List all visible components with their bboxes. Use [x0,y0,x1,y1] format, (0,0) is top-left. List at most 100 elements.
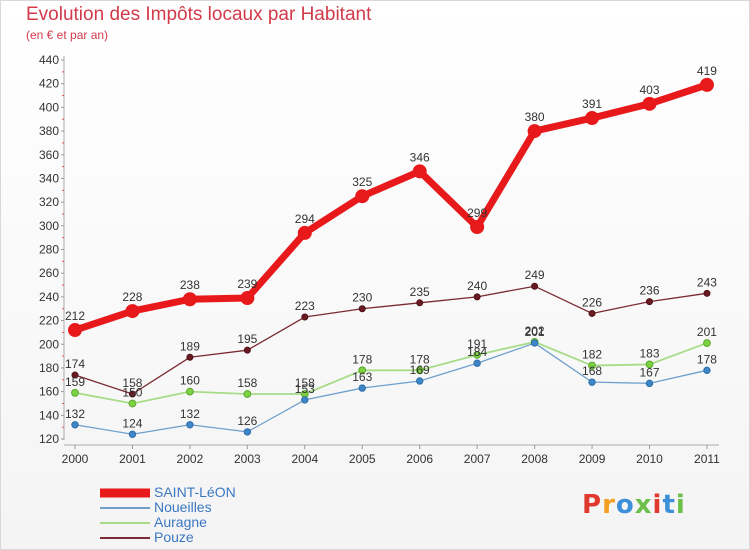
data-point-noueilles [416,377,424,385]
data-point-pouze [301,313,309,321]
series-line-noueilles [74,342,708,435]
data-label-pouze: 195 [237,332,257,346]
data-label-noueilles: 184 [467,345,487,359]
data-point-saint-leon [699,77,714,92]
data-label-auragne: 159 [65,375,85,389]
legend-swatch [100,521,150,524]
x-tick-label: 2007 [464,452,491,466]
data-point-noueilles [358,384,366,392]
data-point-pouze [646,298,653,306]
data-point-auragne [358,366,367,375]
data-label-noueilles: 163 [352,370,372,384]
data-point-pouze [243,346,251,354]
data-label-noueilles: 124 [122,416,142,430]
data-point-saint-leon [412,164,427,179]
data-label-pouze: 223 [295,299,315,313]
data-point-pouze [703,289,711,297]
data-label-saint-leon: 403 [639,83,659,97]
data-label-noueilles: 201 [525,325,545,339]
data-point-auragne [243,390,252,398]
y-tick-label: 440 [39,53,59,67]
data-point-noueilles [243,428,252,436]
y-tick-label: 180 [39,361,59,375]
x-tick-label: 2011 [694,452,720,466]
data-label-auragne: 150 [122,385,142,399]
data-label-saint-leon: 299 [467,206,487,220]
x-tick-label: 2001 [119,452,146,466]
data-label-pouze: 236 [639,284,659,298]
data-point-noueilles [530,339,539,347]
x-tick-label: 2005 [349,452,376,466]
x-tick-label: 2000 [62,452,89,466]
data-point-noueilles [703,366,711,375]
data-label-noueilles: 126 [237,414,257,428]
data-point-saint-leon [585,111,600,126]
data-label-auragne: 183 [639,346,659,360]
y-tick-label: 400 [39,100,59,114]
data-point-noueilles [301,396,309,404]
data-point-saint-leon [642,96,657,111]
data-point-pouze [588,309,596,317]
legend-swatch [100,488,150,497]
data-point-noueilles [473,359,481,367]
data-point-pouze [416,299,424,307]
proxiti-logo: Proxiti [582,490,686,520]
y-tick-label: 160 [39,385,59,399]
legend-label: Noueilles [154,499,212,515]
x-tick-label: 2006 [406,452,433,466]
x-tick-label: 2004 [291,452,318,466]
data-point-noueilles [186,421,194,429]
data-label-noueilles: 167 [639,365,659,379]
y-tick-label: 120 [39,432,59,446]
data-point-noueilles [645,379,654,388]
legend-swatch [100,536,150,539]
data-label-saint-leon: 238 [180,278,200,292]
y-tick-label: 360 [39,148,59,162]
data-label-layer: 174 158 189 195 223 230 235 240 249 226 236 243 159 1… [65,64,717,430]
chart-title: Evolution des Impôts locaux par Habitant [26,4,372,25]
legend-label: Auragne [154,514,207,530]
data-point-saint-leon [240,291,255,306]
data-label-saint-leon: 228 [122,290,142,304]
data-label-pouze: 243 [697,275,717,289]
data-point-noueilles [128,430,137,438]
y-tick-label: 240 [39,290,59,304]
data-point-auragne [186,387,194,396]
data-point-auragne [128,399,137,408]
data-label-noueilles: 153 [295,382,315,396]
legend-swatch [100,506,150,509]
data-label-noueilles: 169 [410,363,430,377]
data-point-auragne [415,366,424,375]
data-point-pouze [186,353,194,361]
data-label-pouze: 249 [525,268,545,282]
data-label-noueilles: 132 [180,407,200,421]
y-tick-label: 260 [39,266,59,280]
y-tick-label: 300 [39,219,59,233]
data-label-auragne: 178 [410,352,430,366]
legend-label: SAINT-LéON [154,484,236,500]
data-point-noueilles [588,378,596,386]
data-point-noueilles [71,421,79,429]
data-label-auragne: 191 [467,337,487,351]
data-point-saint-leon [470,219,485,234]
y-tick-label: 420 [39,77,59,91]
series-saint-leon [68,77,714,338]
data-point-saint-leon [182,292,197,307]
y-tick-label: 320 [39,195,59,209]
x-tick-label: 2003 [234,452,261,466]
y-tick-label: 220 [39,314,59,328]
y-tick-label: 380 [39,124,59,138]
y-tick-label: 140 [39,408,59,422]
series-pouze [71,282,711,398]
series-auragne [71,337,711,408]
data-label-pouze: 230 [352,291,372,305]
data-label-saint-leon: 419 [697,64,717,78]
chart-subtitle: (en € et par an) [26,28,109,42]
data-label-pouze: 158 [122,376,142,390]
data-point-saint-leon [68,323,82,338]
data-point-auragne [645,360,654,369]
data-point-pouze [358,305,366,313]
data-label-saint-leon: 325 [352,175,372,189]
